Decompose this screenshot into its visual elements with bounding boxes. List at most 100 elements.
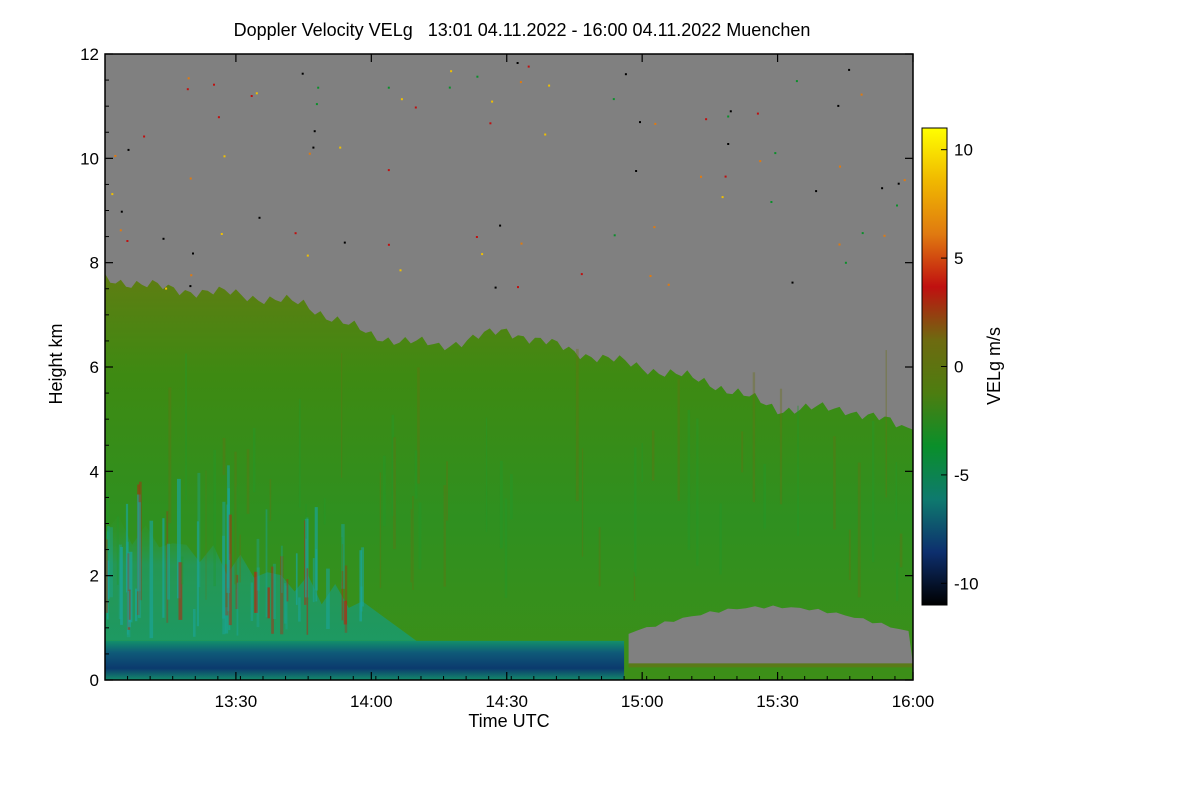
velocity-streak xyxy=(265,509,268,618)
noise-speckle xyxy=(111,193,114,196)
velocity-streak xyxy=(167,543,170,600)
velocity-streak xyxy=(361,547,364,607)
velocity-streak xyxy=(872,420,875,563)
velocity-streak xyxy=(687,409,691,550)
velocity-streak xyxy=(341,544,344,586)
noise-speckle xyxy=(143,135,146,138)
velocity-streak xyxy=(280,545,283,593)
velocity-streak xyxy=(443,485,446,587)
noise-speckle xyxy=(516,62,519,64)
velocity-streak xyxy=(797,405,799,536)
velocity-streak xyxy=(285,585,288,630)
velocity-streak xyxy=(896,562,899,602)
velocity-streak xyxy=(848,529,851,580)
noise-speckle xyxy=(791,281,794,284)
velocity-streak xyxy=(412,496,414,590)
noise-speckle xyxy=(612,98,615,101)
noise-speckle xyxy=(387,243,390,246)
x-tick-label: 13:30 xyxy=(215,692,258,711)
velocity-streak xyxy=(305,504,307,539)
velocity-streak xyxy=(298,597,301,622)
velocity-streak xyxy=(410,509,413,583)
noise-speckle xyxy=(190,274,193,277)
noise-speckle xyxy=(727,143,730,145)
velocity-streak xyxy=(677,378,680,501)
velocity-streak xyxy=(312,558,315,603)
noise-speckle xyxy=(624,73,627,76)
velocity-streak xyxy=(341,353,343,478)
velocity-streak xyxy=(417,367,420,484)
y-tick-label: 4 xyxy=(90,462,99,481)
x-tick-label: 16:00 xyxy=(892,692,935,711)
velocity-streak xyxy=(651,430,655,481)
velocity-streak xyxy=(341,524,345,589)
lower-turbulent-region xyxy=(105,513,417,641)
velocity-streak xyxy=(446,461,448,521)
noise-speckle xyxy=(770,201,773,203)
y-axis: 0 2 4 6 8 10 12 xyxy=(80,45,913,690)
velocity-streak xyxy=(326,568,330,629)
velocity-streak xyxy=(120,547,123,625)
noise-speckle xyxy=(308,152,311,155)
x-tick-label: 14:30 xyxy=(485,692,528,711)
noise-speckle xyxy=(649,275,652,277)
velocity-streak xyxy=(295,553,298,605)
velocity-streak xyxy=(196,521,199,627)
velocity-streak xyxy=(116,516,119,585)
noise-speckle xyxy=(312,146,315,149)
noise-speckle xyxy=(654,122,657,125)
noise-speckle xyxy=(294,232,297,235)
noise-speckle xyxy=(897,182,900,185)
colorbar-tick-label: 5 xyxy=(954,249,963,268)
velocity-streak xyxy=(306,568,309,635)
velocity-streak xyxy=(286,579,289,602)
noise-speckle xyxy=(580,273,583,276)
velocity-streak xyxy=(256,538,260,628)
noise-speckle xyxy=(499,224,502,227)
colorbar-ticks: 10 5 0 -5 -10 xyxy=(941,141,979,593)
y-tick-label: 6 xyxy=(90,358,99,377)
noise-speckle xyxy=(223,155,226,158)
velocity-streak xyxy=(323,498,326,525)
noise-speckle xyxy=(258,216,261,219)
noise-speckle xyxy=(213,83,215,86)
colorbar-label: VELg m/s xyxy=(984,327,1004,405)
noise-speckle xyxy=(476,75,479,78)
noise-speckle xyxy=(903,179,906,182)
noise-speckle xyxy=(192,252,194,255)
y-tick-label: 12 xyxy=(80,45,99,64)
velocity-streak xyxy=(162,518,165,618)
noise-speckle xyxy=(448,86,451,89)
velocity-streak xyxy=(222,438,226,475)
velocity-streak xyxy=(510,474,513,520)
velocity-streak xyxy=(235,486,238,590)
velocity-streak xyxy=(359,550,362,622)
noise-speckle xyxy=(883,234,886,237)
noise-speckle xyxy=(475,236,478,238)
noise-speckle xyxy=(119,229,122,232)
noise-speckle xyxy=(896,204,898,207)
velocity-streak xyxy=(581,448,584,557)
velocity-streak xyxy=(485,417,488,532)
y-tick-label: 8 xyxy=(90,254,99,273)
noise-speckle xyxy=(301,72,304,75)
noise-speckle xyxy=(613,234,616,237)
noise-speckle xyxy=(313,130,316,133)
velocity-streak xyxy=(885,350,887,498)
velocity-streak xyxy=(304,518,309,598)
noise-speckle xyxy=(844,261,847,264)
noise-speckle xyxy=(729,110,732,113)
velocity-streak xyxy=(254,571,258,613)
velocity-streak xyxy=(239,534,241,583)
noise-speckle xyxy=(838,243,841,246)
noise-speckle xyxy=(517,286,519,289)
noise-speckle xyxy=(724,175,727,178)
noise-speckle xyxy=(127,148,130,151)
velocity-streak xyxy=(197,472,201,588)
velocity-streak xyxy=(719,503,722,575)
velocity-streak xyxy=(696,418,699,566)
y-tick-label: 0 xyxy=(90,671,99,690)
noise-speckle xyxy=(860,93,863,96)
noise-speckle xyxy=(306,254,309,257)
